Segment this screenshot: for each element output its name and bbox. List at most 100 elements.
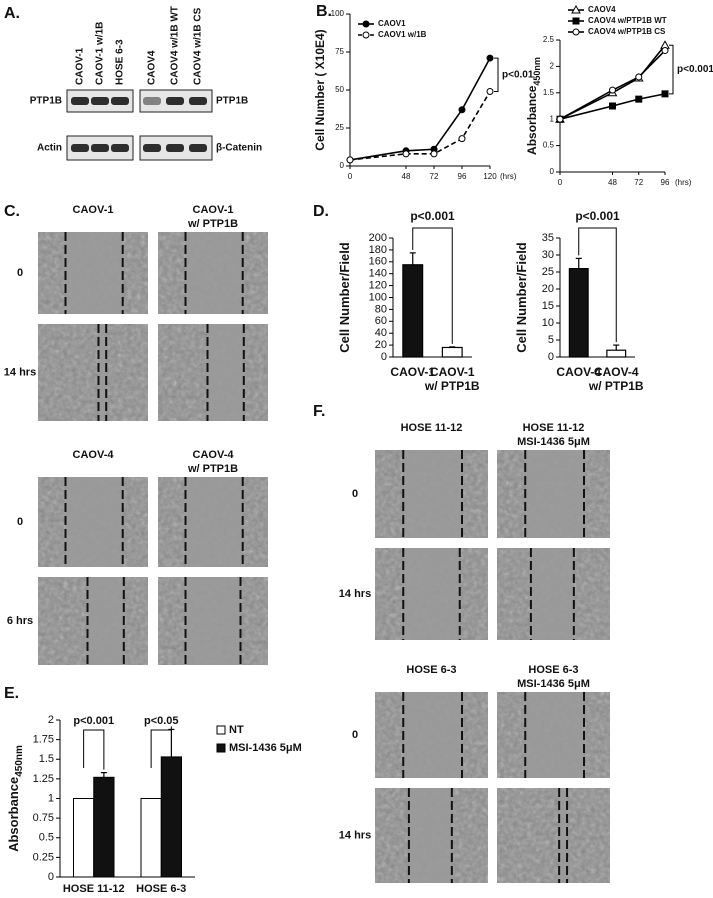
wound-area (185, 477, 243, 567)
marker (556, 115, 564, 123)
bar (93, 776, 115, 878)
blot-row-label: Actin (37, 143, 62, 154)
bar (441, 346, 463, 358)
blot-band (189, 97, 207, 105)
blot-band (143, 97, 161, 105)
y-tick-label: 1.5 (543, 88, 555, 97)
row-label: 0 (352, 729, 358, 741)
column-label: HOSE 6-3 (406, 664, 456, 676)
blot-band (166, 97, 184, 105)
y-tick-label: 1.75 (33, 734, 54, 746)
wound-area (525, 450, 585, 538)
x-tick-label: CAOV-4 (594, 365, 639, 379)
legend-label: MSI-1436 5μM (229, 742, 302, 754)
significance-label: p<0.01 (502, 69, 534, 80)
marker (609, 102, 616, 110)
y-axis-label-sub: 450nm (532, 57, 542, 86)
x-tick-label: 48 (402, 172, 411, 181)
blot-band (91, 144, 109, 152)
row-label: 14 hrs (4, 366, 36, 378)
y-tick-label: 0 (381, 351, 387, 363)
y-tick-label: 30 (542, 249, 554, 261)
marker (346, 156, 354, 164)
y-tick-label: 160 (369, 256, 387, 268)
column-label: MSI-1436 5μM (517, 436, 590, 448)
y-tick-label: 40 (375, 327, 387, 339)
significance-bracket (83, 729, 105, 770)
legend-label: CAOV1 (378, 19, 406, 28)
x-tick-label: 72 (634, 178, 643, 187)
significance-bracket (669, 44, 674, 95)
y-tick-label: 60 (375, 315, 387, 327)
legend-marker (362, 31, 370, 39)
wound-area (403, 450, 463, 538)
wound-area (403, 548, 460, 640)
bar (402, 264, 424, 358)
series-line (559, 49, 666, 120)
row-label: 0 (17, 516, 23, 528)
column-label: HOSE 11-12 (401, 422, 463, 434)
row-label: 6 hrs (7, 615, 33, 627)
x-axis-label: (hrs) (675, 178, 692, 187)
series-line (559, 93, 666, 120)
y-axis-label-text: Cell Number/Field (514, 242, 529, 353)
y-tick-label: 140 (369, 268, 387, 280)
wound-area (87, 577, 124, 665)
micrograph-texture (38, 324, 148, 421)
row-label: 14 hrs (339, 588, 371, 600)
panel-label: F. (313, 403, 325, 420)
marker (661, 90, 669, 98)
lane-label: CAOV4 w/1B CS (193, 7, 204, 85)
significance-label: p<0.001 (677, 64, 713, 75)
lane-label: CAOV4 w/1B WT (170, 6, 181, 85)
lane-label: CAOV4 (147, 50, 158, 85)
wound-area (65, 232, 123, 314)
y-tick-label: 1 (48, 792, 54, 804)
blot-band (166, 144, 184, 152)
marker (609, 86, 616, 94)
y-tick-label: 120 (369, 280, 387, 292)
y-axis-label: Cell Number ( X10E4) (313, 29, 327, 150)
legend-label: CAOV1 w/1B (378, 30, 427, 39)
panel-label: E. (4, 685, 19, 702)
y-tick-label: 10 (542, 317, 554, 329)
legend-label: CAOV4 (588, 5, 616, 14)
y-axis-label-text: Absorbance (6, 777, 21, 852)
significance-bracket (494, 57, 499, 93)
legend-label: NT (229, 724, 244, 736)
legend-label: CAOV4 w/PTP1B CS (588, 27, 666, 36)
marker (635, 73, 643, 81)
blot-row-label: PTP1B (216, 96, 248, 107)
wound-area (207, 324, 244, 421)
row-label: 14 hrs (339, 829, 371, 841)
y-axis-label: Cell Number/Field (337, 242, 352, 353)
y-tick-label: 0 (48, 871, 54, 883)
significance-label: p<0.05 (144, 715, 179, 727)
x-tick-label: 0 (348, 172, 353, 181)
y-axis-label: Absorbance450nm (6, 745, 25, 852)
y-tick-label: 200 (369, 232, 387, 244)
x-tick-label: w/ PTP1B (424, 379, 480, 393)
y-tick-label: 180 (369, 244, 387, 256)
marker (402, 150, 410, 158)
y-tick-label: 0.5 (543, 141, 555, 150)
x-tick-label: 120 (483, 172, 497, 181)
x-tick-label: CAOV-4 (556, 365, 601, 379)
significance-label: p<0.001 (410, 209, 455, 223)
bar (73, 798, 95, 878)
y-tick-label: 50 (335, 85, 344, 94)
y-tick-label: 35 (542, 232, 554, 244)
blot-band (91, 97, 109, 105)
legend-swatch (216, 743, 226, 753)
y-tick-label: 100 (369, 291, 387, 303)
significance-bracket (578, 227, 617, 343)
bar (568, 268, 589, 358)
legend-marker (571, 4, 581, 14)
row-label: 0 (17, 267, 23, 279)
column-label: HOSE 6-3 (528, 664, 578, 676)
x-tick-label: w/ PTP1B (588, 379, 644, 393)
blot-band (71, 97, 89, 105)
y-tick-label: 0.75 (33, 812, 54, 824)
panel-label: A. (4, 5, 20, 22)
